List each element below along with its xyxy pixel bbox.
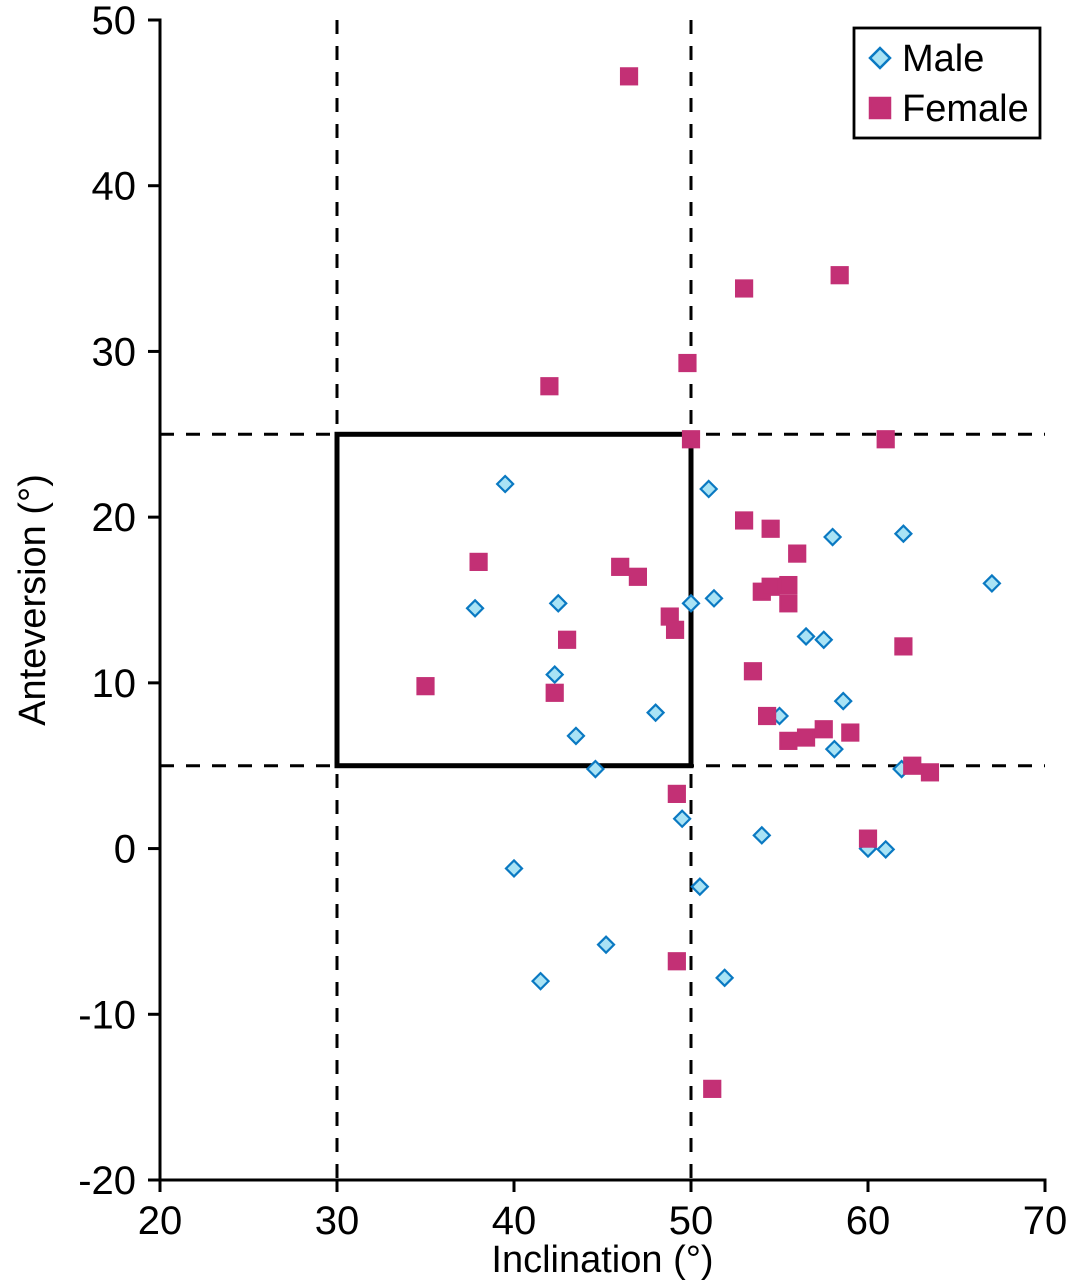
data-point-female xyxy=(669,786,685,802)
data-point-male xyxy=(674,811,690,827)
data-point-female xyxy=(745,663,761,679)
data-point-male xyxy=(547,667,563,683)
data-point-male xyxy=(533,973,549,989)
data-point-male xyxy=(550,595,566,611)
x-tick-label: 60 xyxy=(846,1199,891,1243)
x-tick-label: 30 xyxy=(315,1199,360,1243)
data-point-female xyxy=(878,431,894,447)
data-point-female xyxy=(922,764,938,780)
data-point-female xyxy=(832,267,848,283)
data-point-female xyxy=(780,733,796,749)
data-point-female xyxy=(763,521,779,537)
data-point-female xyxy=(621,68,637,84)
data-point-female xyxy=(612,559,628,575)
data-point-female xyxy=(679,355,695,371)
data-point-male xyxy=(706,590,722,606)
data-point-female xyxy=(559,632,575,648)
data-point-female xyxy=(780,577,796,593)
scatter-chart: 203040506070-20-1001020304050Inclination… xyxy=(0,0,1089,1280)
data-point-female xyxy=(418,678,434,694)
data-point-male xyxy=(754,827,770,843)
x-axis-label: Inclination (°) xyxy=(491,1239,713,1280)
x-tick-label: 40 xyxy=(492,1199,537,1243)
legend: Male Female xyxy=(854,28,1040,138)
data-point-male xyxy=(816,632,832,648)
data-point-male xyxy=(798,628,814,644)
data-point-female xyxy=(736,280,752,296)
data-point-male xyxy=(878,841,894,857)
data-point-male xyxy=(568,728,584,744)
data-point-female xyxy=(860,831,876,847)
legend-item-label: Female xyxy=(902,88,1029,130)
data-point-female xyxy=(870,98,890,118)
x-tick-label: 70 xyxy=(1023,1199,1068,1243)
data-point-female xyxy=(816,721,832,737)
data-point-female xyxy=(547,685,563,701)
data-point-female xyxy=(669,953,685,969)
data-point-female xyxy=(704,1081,720,1097)
data-point-female xyxy=(736,512,752,528)
data-point-male xyxy=(826,741,842,757)
data-point-female xyxy=(789,546,805,562)
data-point-male xyxy=(598,937,614,953)
data-point-female xyxy=(759,708,775,724)
data-point-male xyxy=(895,526,911,542)
data-point-female xyxy=(763,579,779,595)
data-point-female xyxy=(895,638,911,654)
data-point-female xyxy=(683,431,699,447)
data-point-female xyxy=(630,569,646,585)
data-point-male xyxy=(467,600,483,616)
x-tick-label: 20 xyxy=(138,1199,183,1243)
y-tick-label: 40 xyxy=(92,165,137,209)
data-point-male xyxy=(683,595,699,611)
data-point-male xyxy=(701,481,717,497)
series-female xyxy=(418,68,938,1097)
data-point-male xyxy=(648,705,664,721)
data-point-male xyxy=(692,879,708,895)
y-tick-label: 10 xyxy=(92,662,137,706)
y-tick-label: -10 xyxy=(78,993,136,1037)
y-tick-label: -20 xyxy=(78,1159,136,1203)
data-point-female xyxy=(780,595,796,611)
data-point-female xyxy=(541,378,557,394)
x-tick-label: 50 xyxy=(669,1199,714,1243)
data-point-male xyxy=(506,860,522,876)
data-point-female xyxy=(798,730,814,746)
data-point-female xyxy=(667,622,683,638)
data-point-male xyxy=(717,970,733,986)
data-point-male xyxy=(497,476,513,492)
data-point-female xyxy=(904,758,920,774)
data-point-female xyxy=(842,725,858,741)
y-axis-label: Anteversion (°) xyxy=(12,474,54,726)
data-point-female xyxy=(471,554,487,570)
data-point-male xyxy=(984,575,1000,591)
data-point-male xyxy=(825,529,841,545)
y-tick-label: 20 xyxy=(92,496,137,540)
legend-item-label: Male xyxy=(902,38,984,80)
series-male xyxy=(467,476,1000,989)
y-tick-label: 30 xyxy=(92,330,137,374)
data-point-male xyxy=(835,693,851,709)
y-tick-label: 50 xyxy=(92,0,137,43)
y-tick-label: 0 xyxy=(114,828,136,872)
